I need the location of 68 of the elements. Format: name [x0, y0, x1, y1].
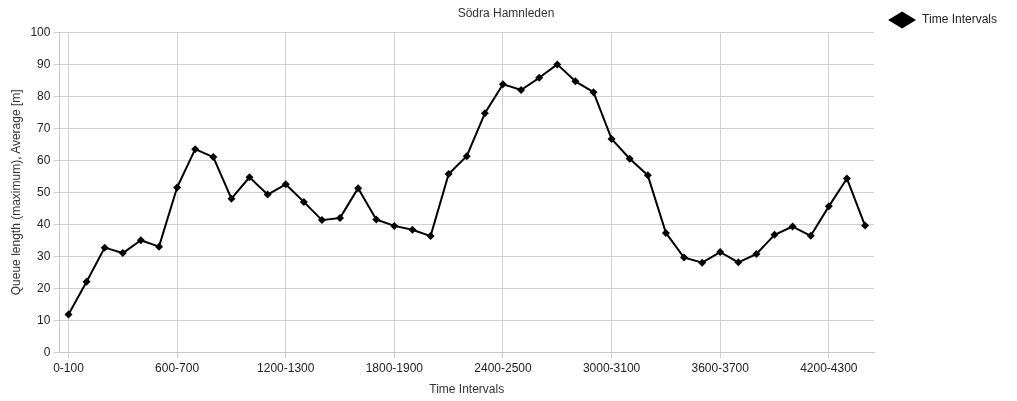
point: [227, 194, 236, 203]
y-tick-label: 90: [37, 56, 51, 71]
point: [154, 242, 163, 251]
y-tick-label: 40: [37, 216, 51, 231]
point: [680, 253, 688, 262]
point: [118, 249, 127, 258]
point: [462, 152, 471, 161]
point: [589, 88, 598, 97]
y-tick-label: 60: [37, 152, 51, 167]
point: [517, 85, 526, 94]
point: [209, 153, 218, 162]
point: [788, 222, 797, 231]
point: [317, 216, 326, 225]
point: [698, 258, 707, 267]
x-tick-label: 1800-1900: [365, 360, 424, 375]
point: [82, 277, 91, 286]
point: [299, 197, 308, 206]
point: [643, 171, 652, 180]
chart-title: Södra Hamnleden: [457, 5, 555, 20]
point: [480, 109, 489, 118]
x-tick-label: 600-700: [155, 360, 200, 375]
y-tick-label: 70: [37, 120, 51, 135]
x-tick-label: 3600-3700: [691, 360, 750, 375]
point: [498, 80, 507, 89]
x-tick-label: 4200-4300: [800, 360, 858, 375]
point: [571, 77, 580, 86]
y-tick-label: 10: [37, 312, 51, 327]
point: [752, 250, 761, 259]
point: [354, 184, 363, 193]
legend-label: Time Intervals: [922, 12, 997, 27]
x-tick-label: 0-100: [53, 360, 85, 375]
point: [861, 221, 870, 230]
x-tick-label: 2400-2500: [474, 360, 532, 375]
point: [770, 230, 779, 239]
point: [336, 213, 345, 222]
point: [245, 173, 254, 182]
point: [625, 154, 634, 163]
y-tick-label: 30: [37, 248, 51, 263]
point: [607, 134, 616, 143]
point: [191, 145, 200, 154]
point: [263, 190, 272, 199]
point: [426, 232, 435, 241]
y-tick-label: 20: [37, 280, 51, 295]
point: [535, 73, 544, 82]
x-axis-title: Time Intervals: [429, 382, 505, 397]
point: [842, 174, 851, 183]
point: [661, 228, 670, 237]
point: [64, 310, 73, 319]
point: [824, 202, 833, 211]
point: [444, 170, 453, 179]
point: [806, 231, 815, 240]
point: [173, 183, 182, 192]
y-axis-title: Queue length (maximum), Average [m]: [8, 89, 23, 296]
x-tick-label: 1200-1300: [257, 360, 315, 375]
y-tick-label: 0: [43, 344, 51, 359]
point: [734, 258, 743, 267]
y-tick-label: 50: [37, 184, 51, 199]
point: [100, 243, 109, 252]
y-tick-label: 100: [30, 24, 51, 39]
point: [390, 221, 399, 230]
point: [408, 225, 417, 234]
point: [281, 180, 290, 189]
point: [716, 248, 725, 257]
y-tick-label: 80: [37, 88, 51, 103]
point: [372, 215, 381, 224]
x-tick-label: 3000-3100: [582, 360, 641, 375]
point: [553, 60, 562, 69]
point: [136, 236, 145, 245]
